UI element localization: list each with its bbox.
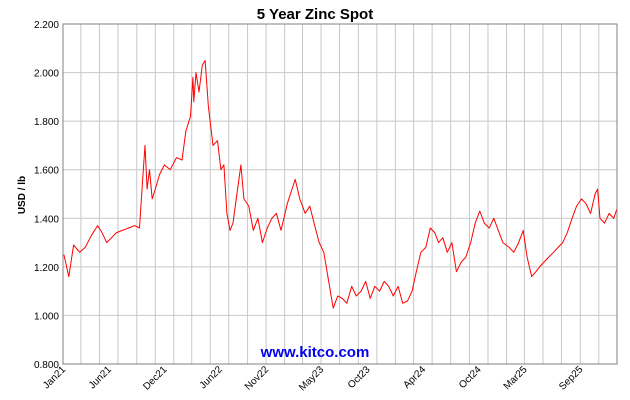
x-tick-label: Nov22 <box>243 364 272 393</box>
x-tick-label: Dec21 <box>141 364 170 393</box>
x-tick-label: Oct24 <box>457 364 484 391</box>
x-tick-label: May23 <box>297 364 326 393</box>
y-tick-label: 2.200 <box>34 20 59 31</box>
x-tick-labels: Jan21 Jun21 Dec21 Jun22 Nov22 May23 Oct23 Apr24… <box>41 364 586 393</box>
x-tick-label: Mar25 <box>502 364 530 392</box>
y-tick-label: 1.000 <box>34 311 59 322</box>
x-tick-label: Oct23 <box>346 364 373 391</box>
series-layer <box>63 59 618 309</box>
y-tick-label: 1.400 <box>34 214 59 225</box>
y-axis-label: USD / lb <box>17 176 28 214</box>
watermark-link[interactable]: www.kitco.com <box>260 344 370 361</box>
y-tick-label: 1.200 <box>34 263 59 274</box>
x-tick-label: Sep25 <box>557 364 586 393</box>
chart-title: 5 Year Zinc Spot <box>257 6 373 23</box>
x-tick-label: Jun22 <box>198 364 225 391</box>
y-tick-label: 1.800 <box>34 117 59 128</box>
series-line <box>63 59 618 309</box>
y-tick-label: 0.800 <box>34 360 59 371</box>
y-tick-label: 1.600 <box>34 166 59 177</box>
plot-frame <box>62 23 618 365</box>
x-tick-label: Jun21 <box>87 364 114 391</box>
x-tick-label: Apr24 <box>401 364 428 391</box>
y-tick-labels: 0.800 1.000 1.200 1.400 1.600 1.800 2.000 2.200 <box>34 20 59 371</box>
grid <box>63 23 617 365</box>
y-tick-label: 2.000 <box>34 69 59 80</box>
